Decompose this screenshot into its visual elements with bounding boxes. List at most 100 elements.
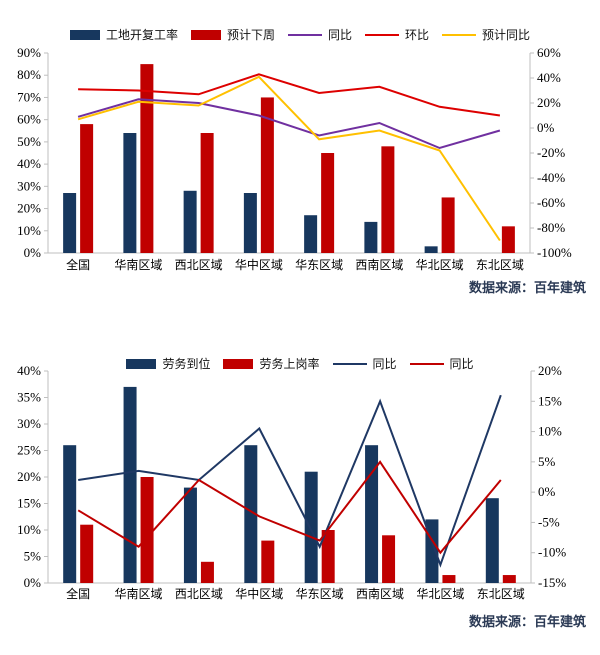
bar xyxy=(424,246,438,253)
bar xyxy=(304,215,318,253)
bar xyxy=(364,221,378,253)
bar xyxy=(140,64,154,253)
bar xyxy=(80,524,94,583)
left-axis-tick-label: 35% xyxy=(17,390,41,405)
right-axis-tick-label: -10% xyxy=(538,545,566,560)
left-axis-tick-label: 70% xyxy=(17,89,41,104)
left-axis-tick-label: 40% xyxy=(17,363,41,378)
right-axis-tick-label: 0% xyxy=(538,484,556,499)
left-axis-tick-label: 80% xyxy=(17,67,41,82)
category-label: 华南区域 xyxy=(115,586,163,601)
bar xyxy=(442,575,456,583)
category-label: 华北区域 xyxy=(416,258,464,272)
left-axis-tick-label: 50% xyxy=(17,134,41,149)
bar xyxy=(365,445,379,583)
legend-item: 劳务上岗率 xyxy=(223,355,320,372)
legend-line-swatch-icon xyxy=(287,33,322,36)
work-resumption-chart: 0% 10% 20% 30% 40% 50% 60% 70% 80% 90% -100% -80% -6… xyxy=(17,45,572,272)
left-axis-tick-label: 40% xyxy=(17,156,41,171)
legend-line-swatch-icon xyxy=(442,33,477,36)
line-series xyxy=(77,75,501,242)
labor-chart-legend: 劳务到位 劳务上岗率 同比 同比 xyxy=(0,355,600,372)
legend-bar-swatch-icon xyxy=(223,358,254,369)
category-label: 东北区域 xyxy=(476,258,524,272)
legend-label: 同比 xyxy=(327,28,352,42)
bar xyxy=(243,193,257,253)
category-label: 西南区域 xyxy=(355,257,403,272)
bar xyxy=(63,193,77,253)
right-axis-tick-label: -40% xyxy=(537,170,565,185)
right-axis-tick-label: 0% xyxy=(537,120,555,135)
left-axis-tick-label: 25% xyxy=(17,443,41,458)
line-series xyxy=(78,73,501,117)
right-axis-tick-label: 60% xyxy=(537,45,561,60)
legend-bar-swatch-icon xyxy=(69,29,100,40)
bar xyxy=(382,535,396,583)
category-label: 华中区域 xyxy=(235,586,283,601)
left-axis-tick-label: 30% xyxy=(17,178,41,193)
category-label: 华东区域 xyxy=(295,258,343,272)
legend-bar-swatch-icon xyxy=(126,358,157,369)
left-axis-tick-label: 10% xyxy=(17,522,41,537)
category-label: 华中区域 xyxy=(235,257,283,272)
left-axis-tick-label: 20% xyxy=(17,469,41,484)
category-label: 全国 xyxy=(66,586,90,601)
bar xyxy=(123,133,137,253)
left-axis-tick-label: 30% xyxy=(17,416,41,431)
legend-item: 同比 xyxy=(287,26,352,43)
legend-item: 同比 xyxy=(332,355,397,372)
right-axis-tick-label: -80% xyxy=(537,220,565,235)
bar xyxy=(304,471,318,583)
bar xyxy=(80,124,94,253)
bar xyxy=(140,477,154,583)
legend-item: 预计同比 xyxy=(442,26,530,43)
legend-label: 同比 xyxy=(449,357,474,371)
legend-item: 工地开复工率 xyxy=(69,26,178,43)
right-axis-tick-label: -15% xyxy=(538,575,566,590)
left-axis-tick-label: 90% xyxy=(17,45,41,60)
right-axis-tick-label: 15% xyxy=(538,393,562,408)
right-axis-tick-label: 20% xyxy=(537,95,561,110)
right-axis-tick-label: 20% xyxy=(538,363,562,378)
category-label: 西北区域 xyxy=(175,587,223,601)
left-axis-tick-label: 60% xyxy=(17,112,41,127)
legend-label: 劳务上岗率 xyxy=(259,357,320,371)
bar xyxy=(321,530,335,583)
legend-label: 工地开复工率 xyxy=(105,28,178,42)
category-label: 全国 xyxy=(66,257,90,272)
left-axis-tick-label: 10% xyxy=(17,223,41,238)
line-series xyxy=(77,460,502,555)
bar xyxy=(381,146,395,253)
left-axis-tick-label: 20% xyxy=(17,201,41,216)
bar xyxy=(123,386,137,583)
left-axis-tick-label: 0% xyxy=(24,245,42,260)
labor-chart: 0% 5% 10% 15% 20% 25% 30% 35% 40% -15% -10% -5% 0% 5%… xyxy=(17,363,566,601)
bar xyxy=(200,133,214,253)
legend-line-swatch-icon xyxy=(332,362,367,365)
bar xyxy=(183,487,197,583)
data-source-note-top: 数据来源：百年建筑 xyxy=(468,280,586,295)
legend-item: 环比 xyxy=(365,26,429,43)
bar xyxy=(485,498,499,583)
right-axis-tick-label: -20% xyxy=(537,145,565,160)
bar xyxy=(200,561,214,583)
category-label: 西北区域 xyxy=(175,258,223,272)
category-label: 华北区域 xyxy=(416,587,464,601)
left-axis-tick-label: 0% xyxy=(24,575,42,590)
right-axis-tick-label: 40% xyxy=(537,70,561,85)
bar xyxy=(244,445,258,583)
legend-label: 劳务到位 xyxy=(162,357,211,371)
legend-line-swatch-icon xyxy=(409,362,444,365)
data-source-note-bottom: 数据来源：百年建筑 xyxy=(468,614,586,629)
work-resumption-chart-legend: 工地开复工率 预计下周 同比 环比 预计同比 xyxy=(0,26,600,43)
legend-label: 同比 xyxy=(372,357,397,371)
bar xyxy=(502,575,516,583)
right-axis-tick-label: 10% xyxy=(538,424,562,439)
legend-label: 环比 xyxy=(405,28,430,42)
legend-item: 预计下周 xyxy=(190,26,275,43)
bar xyxy=(261,540,275,583)
bar xyxy=(321,153,335,253)
legend-label: 预计下周 xyxy=(226,28,275,42)
legend-item: 同比 xyxy=(409,355,474,372)
category-label: 东北区域 xyxy=(477,587,525,601)
